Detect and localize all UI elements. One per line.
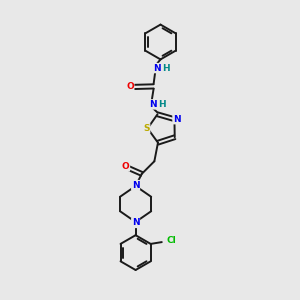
Text: N: N — [153, 64, 161, 73]
Text: N: N — [149, 100, 157, 109]
Text: N: N — [132, 218, 140, 227]
Text: O: O — [122, 162, 129, 171]
Text: H: H — [162, 64, 170, 73]
Text: O: O — [126, 82, 134, 91]
Text: H: H — [158, 100, 166, 109]
Text: Cl: Cl — [167, 236, 176, 245]
Text: N: N — [173, 115, 181, 124]
Text: S: S — [143, 124, 150, 133]
Text: N: N — [132, 181, 140, 190]
